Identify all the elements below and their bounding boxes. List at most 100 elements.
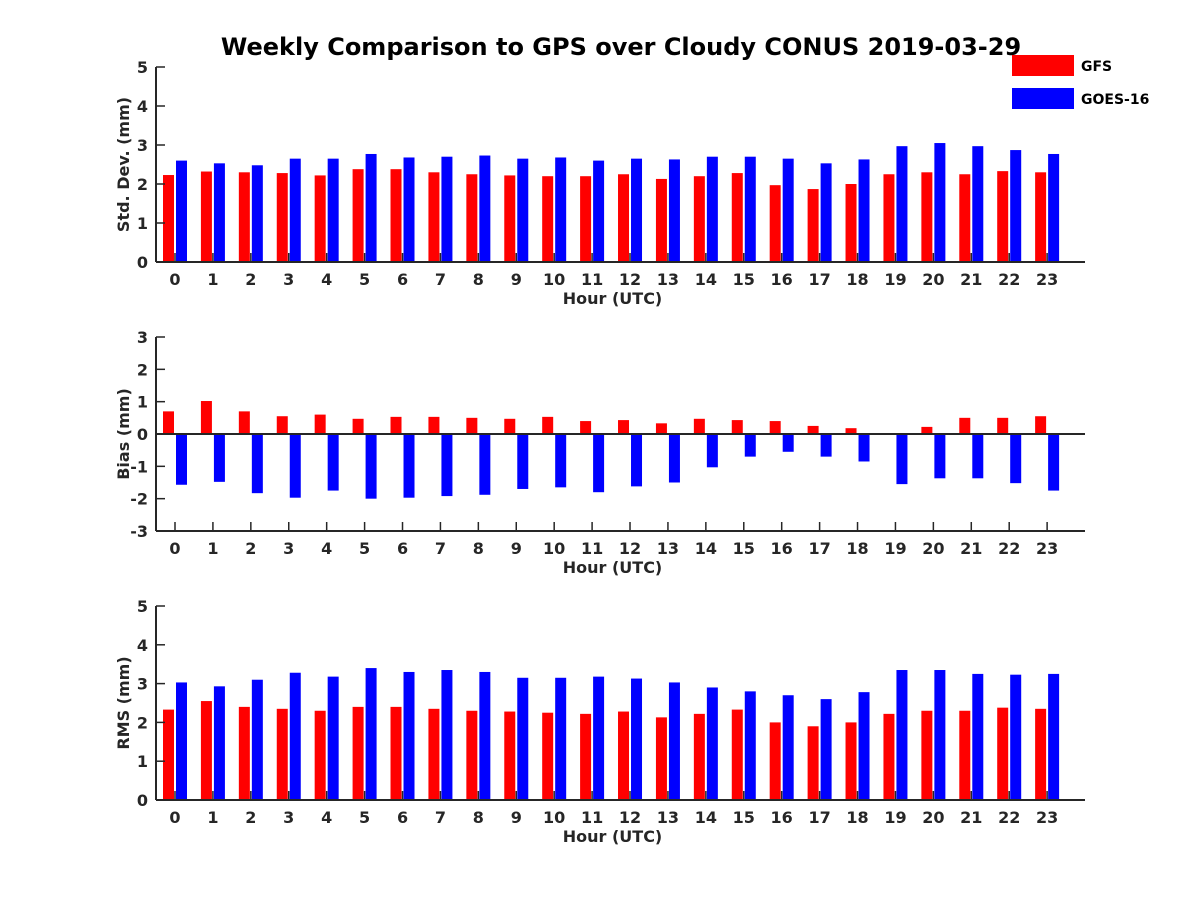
bar-rms-goes-16-hour-13 <box>669 682 680 800</box>
bar-rms-goes-16-hour-5 <box>366 668 377 800</box>
x-tick-label-stddev-20: 20 <box>922 270 944 289</box>
x-tick-label-bias-16: 16 <box>771 539 793 558</box>
bar-stddev-goes-16-hour-22 <box>1010 150 1021 262</box>
y-tick-label-rms-0: 0 <box>137 791 148 810</box>
bar-stddev-goes-16-hour-3 <box>290 159 301 262</box>
bar-stddev-goes-16-hour-11 <box>593 161 604 262</box>
y-tick-label-rms-2: 2 <box>137 713 148 732</box>
bar-stddev-goes-16-hour-13 <box>669 159 680 262</box>
bar-rms-goes-16-hour-0 <box>176 682 187 800</box>
bar-bias-gfs-hour-13 <box>656 423 667 434</box>
bar-rms-goes-16-hour-3 <box>290 673 301 800</box>
bar-stddev-gfs-hour-13 <box>656 179 667 262</box>
x-tick-label-stddev-5: 5 <box>359 270 370 289</box>
x-tick-label-bias-23: 23 <box>1036 539 1058 558</box>
x-tick-label-stddev-8: 8 <box>473 270 484 289</box>
bar-stddev-goes-16-hour-9 <box>517 159 528 262</box>
x-tick-label-stddev-16: 16 <box>771 270 793 289</box>
bar-stddev-gfs-hour-23 <box>1035 172 1046 262</box>
bar-rms-gfs-hour-17 <box>808 726 819 800</box>
x-tick-label-rms-3: 3 <box>283 808 294 827</box>
x-tick-label-stddev-14: 14 <box>695 270 717 289</box>
x-tick-label-bias-2: 2 <box>245 539 256 558</box>
bar-bias-goes-16-hour-11 <box>593 434 604 492</box>
bar-bias-goes-16-hour-7 <box>441 434 452 496</box>
bar-stddev-gfs-hour-16 <box>770 185 781 262</box>
x-tick-label-rms-20: 20 <box>922 808 944 827</box>
legend-label-goes-16: GOES-16 <box>1081 92 1149 108</box>
bar-rms-gfs-hour-4 <box>315 711 326 800</box>
y-tick-label-stddev-0: 0 <box>137 253 148 272</box>
bar-stddev-goes-16-hour-4 <box>328 159 339 262</box>
bar-stddev-goes-16-hour-10 <box>555 157 566 262</box>
x-tick-label-stddev-12: 12 <box>619 270 641 289</box>
bar-bias-goes-16-hour-21 <box>972 434 983 478</box>
bar-stddev-goes-16-hour-21 <box>972 146 983 262</box>
bar-stddev-gfs-hour-3 <box>277 173 288 262</box>
bar-bias-goes-16-hour-15 <box>745 434 756 457</box>
bar-stddev-gfs-hour-9 <box>504 175 515 262</box>
bar-stddev-gfs-hour-17 <box>808 189 819 262</box>
bar-rms-gfs-hour-9 <box>504 712 515 800</box>
bar-bias-goes-16-hour-10 <box>555 434 566 487</box>
y-tick-label-bias-2: 2 <box>137 360 148 379</box>
bar-rms-goes-16-hour-21 <box>972 674 983 800</box>
x-tick-label-rms-15: 15 <box>733 808 755 827</box>
bar-stddev-goes-16-hour-0 <box>176 161 187 262</box>
bar-bias-goes-16-hour-19 <box>896 434 907 484</box>
y-tick-label-bias-0: 0 <box>137 425 148 444</box>
x-tick-label-bias-11: 11 <box>581 539 603 558</box>
legend-swatch-gfs <box>1012 55 1074 76</box>
x-tick-label-stddev-0: 0 <box>169 270 180 289</box>
x-tick-label-stddev-17: 17 <box>808 270 830 289</box>
bar-bias-goes-16-hour-20 <box>934 434 945 478</box>
bar-stddev-goes-16-hour-7 <box>441 157 452 262</box>
y-axis-label-bias: Bias (mm) <box>114 388 133 480</box>
x-tick-label-stddev-4: 4 <box>321 270 332 289</box>
x-tick-label-rms-7: 7 <box>435 808 446 827</box>
bar-stddev-gfs-hour-6 <box>391 169 402 262</box>
bar-rms-gfs-hour-8 <box>466 711 477 800</box>
bar-stddev-gfs-hour-19 <box>883 174 894 262</box>
x-tick-label-rms-23: 23 <box>1036 808 1058 827</box>
bar-bias-goes-16-hour-4 <box>328 434 339 491</box>
bar-stddev-gfs-hour-18 <box>846 184 857 262</box>
x-tick-label-rms-14: 14 <box>695 808 717 827</box>
bar-rms-goes-16-hour-19 <box>896 670 907 800</box>
bar-bias-goes-16-hour-17 <box>821 434 832 457</box>
bar-stddev-goes-16-hour-14 <box>707 157 718 262</box>
x-tick-label-stddev-6: 6 <box>397 270 408 289</box>
x-tick-label-rms-19: 19 <box>884 808 906 827</box>
x-tick-label-bias-5: 5 <box>359 539 370 558</box>
bar-stddev-gfs-hour-1 <box>201 172 212 262</box>
x-axis-label-bias: Hour (UTC) <box>563 558 663 577</box>
bar-bias-gfs-hour-2 <box>239 411 250 434</box>
bar-bias-gfs-hour-17 <box>808 426 819 434</box>
bar-stddev-gfs-hour-8 <box>466 174 477 262</box>
bar-rms-goes-16-hour-7 <box>441 670 452 800</box>
bar-rms-gfs-hour-13 <box>656 717 667 800</box>
bar-stddev-gfs-hour-10 <box>542 176 553 262</box>
bar-bias-gfs-hour-1 <box>201 401 212 434</box>
x-tick-label-bias-10: 10 <box>543 539 565 558</box>
bar-bias-goes-16-hour-18 <box>859 434 870 461</box>
bar-stddev-gfs-hour-0 <box>163 175 174 262</box>
x-tick-label-stddev-11: 11 <box>581 270 603 289</box>
x-tick-label-rms-11: 11 <box>581 808 603 827</box>
chart-title: Weekly Comparison to GPS over Cloudy CON… <box>221 33 1021 61</box>
bar-bias-gfs-hour-23 <box>1035 416 1046 434</box>
y-tick-label-rms-4: 4 <box>137 636 148 655</box>
bar-bias-gfs-hour-3 <box>277 416 288 434</box>
bar-rms-goes-16-hour-8 <box>479 672 490 800</box>
x-tick-label-stddev-2: 2 <box>245 270 256 289</box>
x-tick-label-bias-6: 6 <box>397 539 408 558</box>
x-tick-label-bias-15: 15 <box>733 539 755 558</box>
bar-bias-goes-16-hour-22 <box>1010 434 1021 483</box>
bar-bias-goes-16-hour-14 <box>707 434 718 467</box>
bar-stddev-gfs-hour-2 <box>239 172 250 262</box>
y-tick-label-rms-5: 5 <box>137 597 148 616</box>
x-tick-label-rms-22: 22 <box>998 808 1020 827</box>
bar-bias-gfs-hour-22 <box>997 418 1008 434</box>
